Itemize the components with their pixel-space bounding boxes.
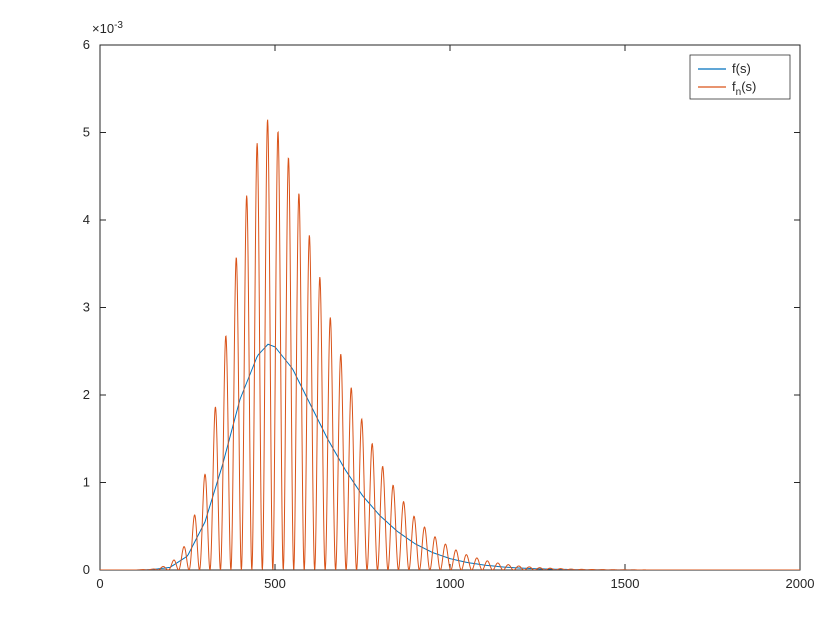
x-tick-label: 2000 bbox=[786, 576, 815, 591]
y-tick-label: 4 bbox=[83, 212, 90, 227]
chart-svg: 05001000150020000123456×10-3f(s)fn(s) bbox=[0, 0, 840, 630]
y-tick-label: 0 bbox=[83, 562, 90, 577]
y-tick-label: 2 bbox=[83, 387, 90, 402]
y-tick-label: 1 bbox=[83, 475, 90, 490]
y-tick-label: 6 bbox=[83, 37, 90, 52]
y-tick-label: 3 bbox=[83, 300, 90, 315]
x-tick-label: 1500 bbox=[611, 576, 640, 591]
x-tick-label: 1000 bbox=[436, 576, 465, 591]
chart-container: 05001000150020000123456×10-3f(s)fn(s) bbox=[0, 0, 840, 630]
y-tick-label: 5 bbox=[83, 125, 90, 140]
legend-label-f: f(s) bbox=[732, 61, 751, 76]
x-tick-label: 0 bbox=[96, 576, 103, 591]
x-tick-label: 500 bbox=[264, 576, 286, 591]
